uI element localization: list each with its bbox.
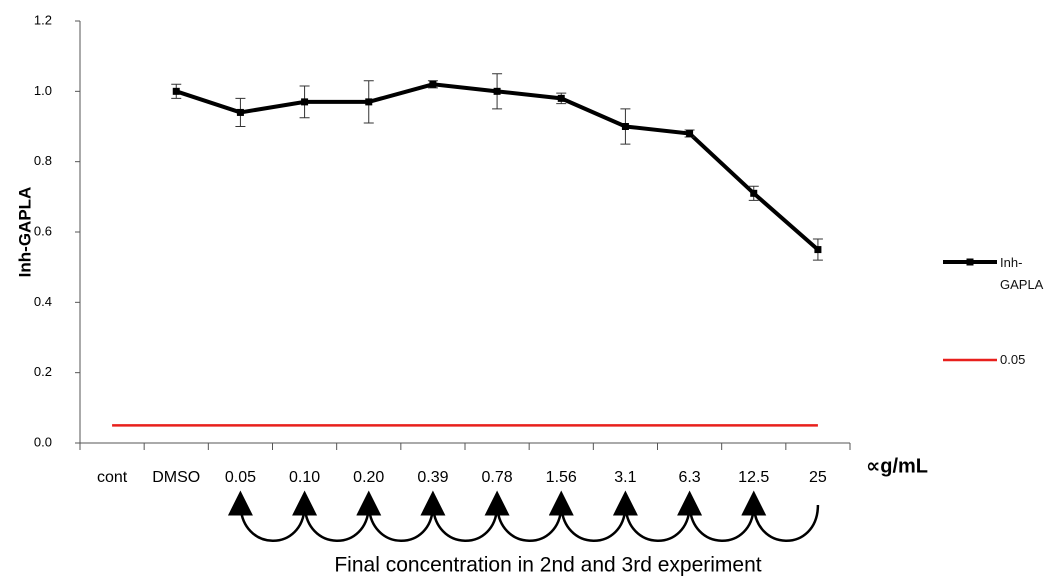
y-tick-label: 0.4 xyxy=(34,294,52,309)
legend-label: Inh-GAPLA xyxy=(1000,255,1044,292)
x-tick-label: DMSO xyxy=(152,469,200,486)
y-tick-label: 1.0 xyxy=(34,83,52,98)
annotation: Final concentration in 2nd and 3rd exper… xyxy=(334,554,761,577)
dilution-arrow xyxy=(292,490,370,542)
y-tick-label: 1.2 xyxy=(34,12,52,27)
marker xyxy=(621,123,629,130)
y-tick-label: 0.6 xyxy=(34,223,52,238)
x-tick-label: 6.3 xyxy=(678,469,700,486)
marker xyxy=(493,87,501,95)
x-axis-title: ∝g/mL xyxy=(866,455,928,477)
x-tick-label: 0.20 xyxy=(353,469,384,486)
dilution-arrow xyxy=(548,490,627,542)
x-tick-label: 0.39 xyxy=(417,469,448,486)
y-tick-label: 0.0 xyxy=(34,434,52,449)
dilution-arrow xyxy=(677,490,755,542)
marker xyxy=(429,80,437,88)
x-tick-label: 1.56 xyxy=(546,469,577,486)
y-axis-title: Inh-GAPLA xyxy=(15,187,34,278)
marker xyxy=(172,87,180,95)
x-tick-label: 0.10 xyxy=(289,469,320,486)
marker xyxy=(814,246,822,254)
x-tick-label: 25 xyxy=(809,469,827,486)
marker xyxy=(750,189,758,197)
y-tick-label: 0.8 xyxy=(34,153,52,168)
dilution-arrow xyxy=(741,490,820,542)
marker xyxy=(557,94,565,102)
dilution-arrow xyxy=(420,490,499,542)
marker xyxy=(301,98,309,106)
marker xyxy=(686,130,694,138)
marker xyxy=(365,98,373,106)
x-tick-label: cont xyxy=(97,469,128,486)
x-tick-label: 12.5 xyxy=(738,469,769,486)
dilution-arrow xyxy=(484,490,563,542)
y-tick-label: 0.2 xyxy=(34,364,52,379)
dilution-arrow xyxy=(227,490,306,542)
legend-marker xyxy=(966,258,974,266)
x-tick-label: 3.1 xyxy=(614,469,636,486)
x-tick-label: 0.05 xyxy=(225,469,256,486)
dilution-arrow xyxy=(356,490,435,542)
marker xyxy=(236,108,244,116)
legend-label: 0.05 xyxy=(1000,352,1026,367)
x-tick-label: 0.78 xyxy=(482,469,513,486)
dilution-arrow xyxy=(612,490,691,542)
